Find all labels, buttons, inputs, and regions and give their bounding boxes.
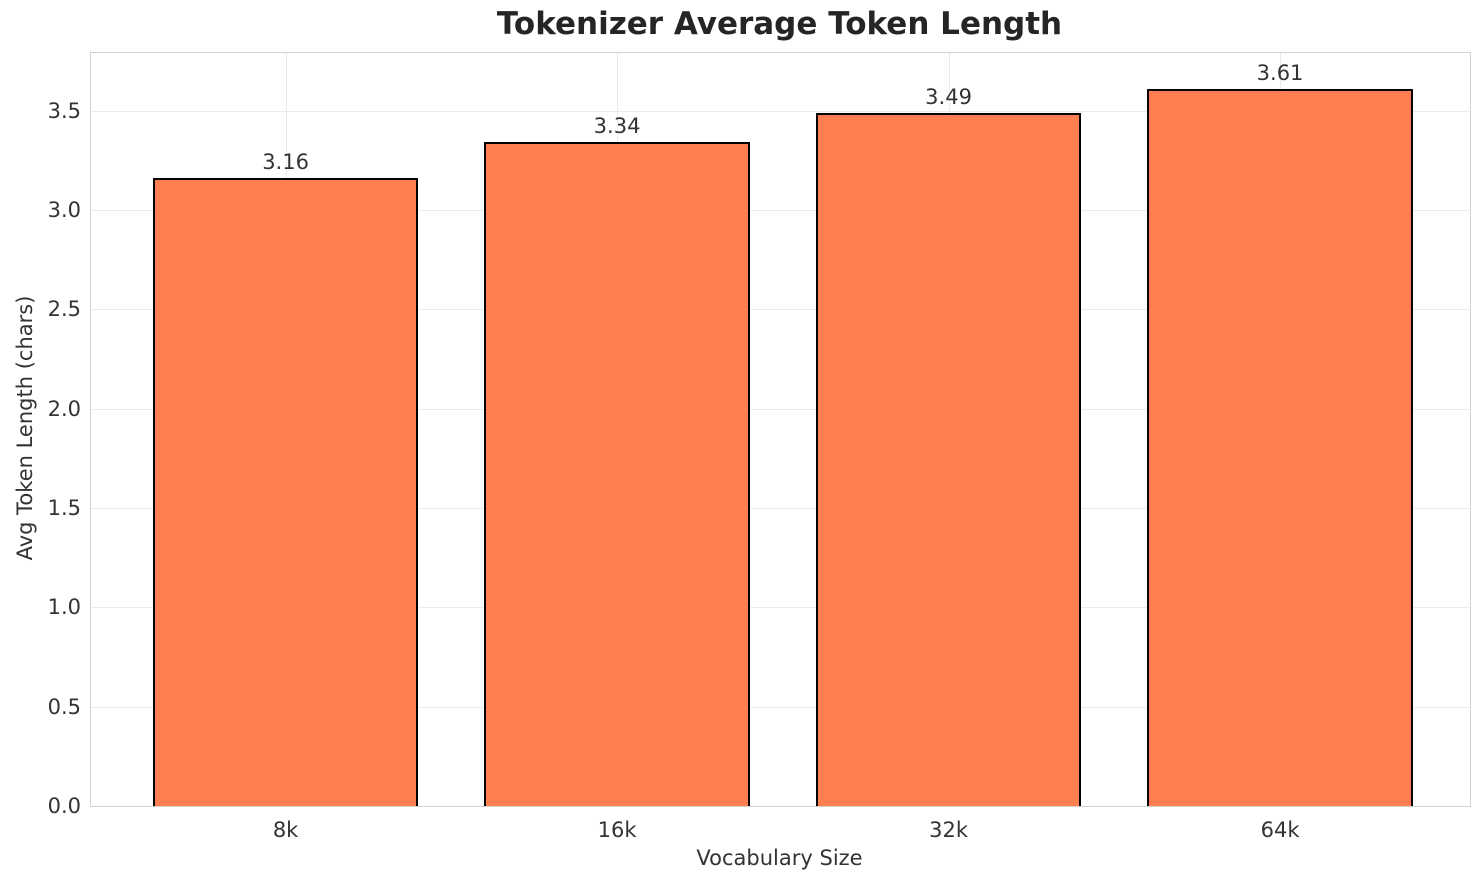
y-tick-label: 2.0 (47, 396, 81, 421)
gridline-horizontal (91, 209, 1470, 211)
bar-value-label: 3.16 (262, 150, 309, 175)
chart-title: Tokenizer Average Token Length (496, 6, 1063, 42)
gridline-horizontal (91, 706, 1470, 708)
y-tick-label: 1.5 (47, 495, 81, 520)
bar-8k (152, 178, 419, 806)
gridline-horizontal (91, 309, 1470, 311)
y-tick-label: 0.5 (47, 694, 81, 719)
bar-16k (484, 142, 750, 806)
bar-value-label: 3.49 (925, 84, 972, 109)
bar-32k (815, 112, 1082, 806)
y-tick-label: 3.0 (47, 197, 81, 222)
plot-area: 0.0 0.5 1.0 1.5 2.0 2.5 3.0 3.5 3.16 8k 3.34 16k 3.4… (48, 52, 1471, 842)
gridline-horizontal (91, 607, 1470, 609)
y-tick-label: 3.5 (47, 98, 81, 123)
bar-value-label: 3.34 (593, 114, 641, 139)
gridline-horizontal (91, 507, 1470, 509)
gridline-horizontal (91, 110, 1470, 112)
x-axis-label: Vocabulary Size (696, 846, 863, 870)
x-tick-label: 16k (597, 818, 637, 842)
x-tick-label: 8k (272, 818, 299, 842)
y-tick-label: 2.5 (47, 297, 81, 322)
bar-64k (1147, 88, 1413, 806)
gridline-horizontal (91, 408, 1470, 410)
x-tick-label: 64k (1260, 818, 1300, 842)
x-tick-label: 32k (929, 818, 969, 842)
y-axis-label: Avg Token Length (chars) (13, 295, 37, 561)
y-tick-label: 0.0 (47, 794, 81, 818)
bar-value-label: 3.61 (1256, 60, 1304, 85)
y-tick-label: 1.0 (47, 595, 81, 620)
